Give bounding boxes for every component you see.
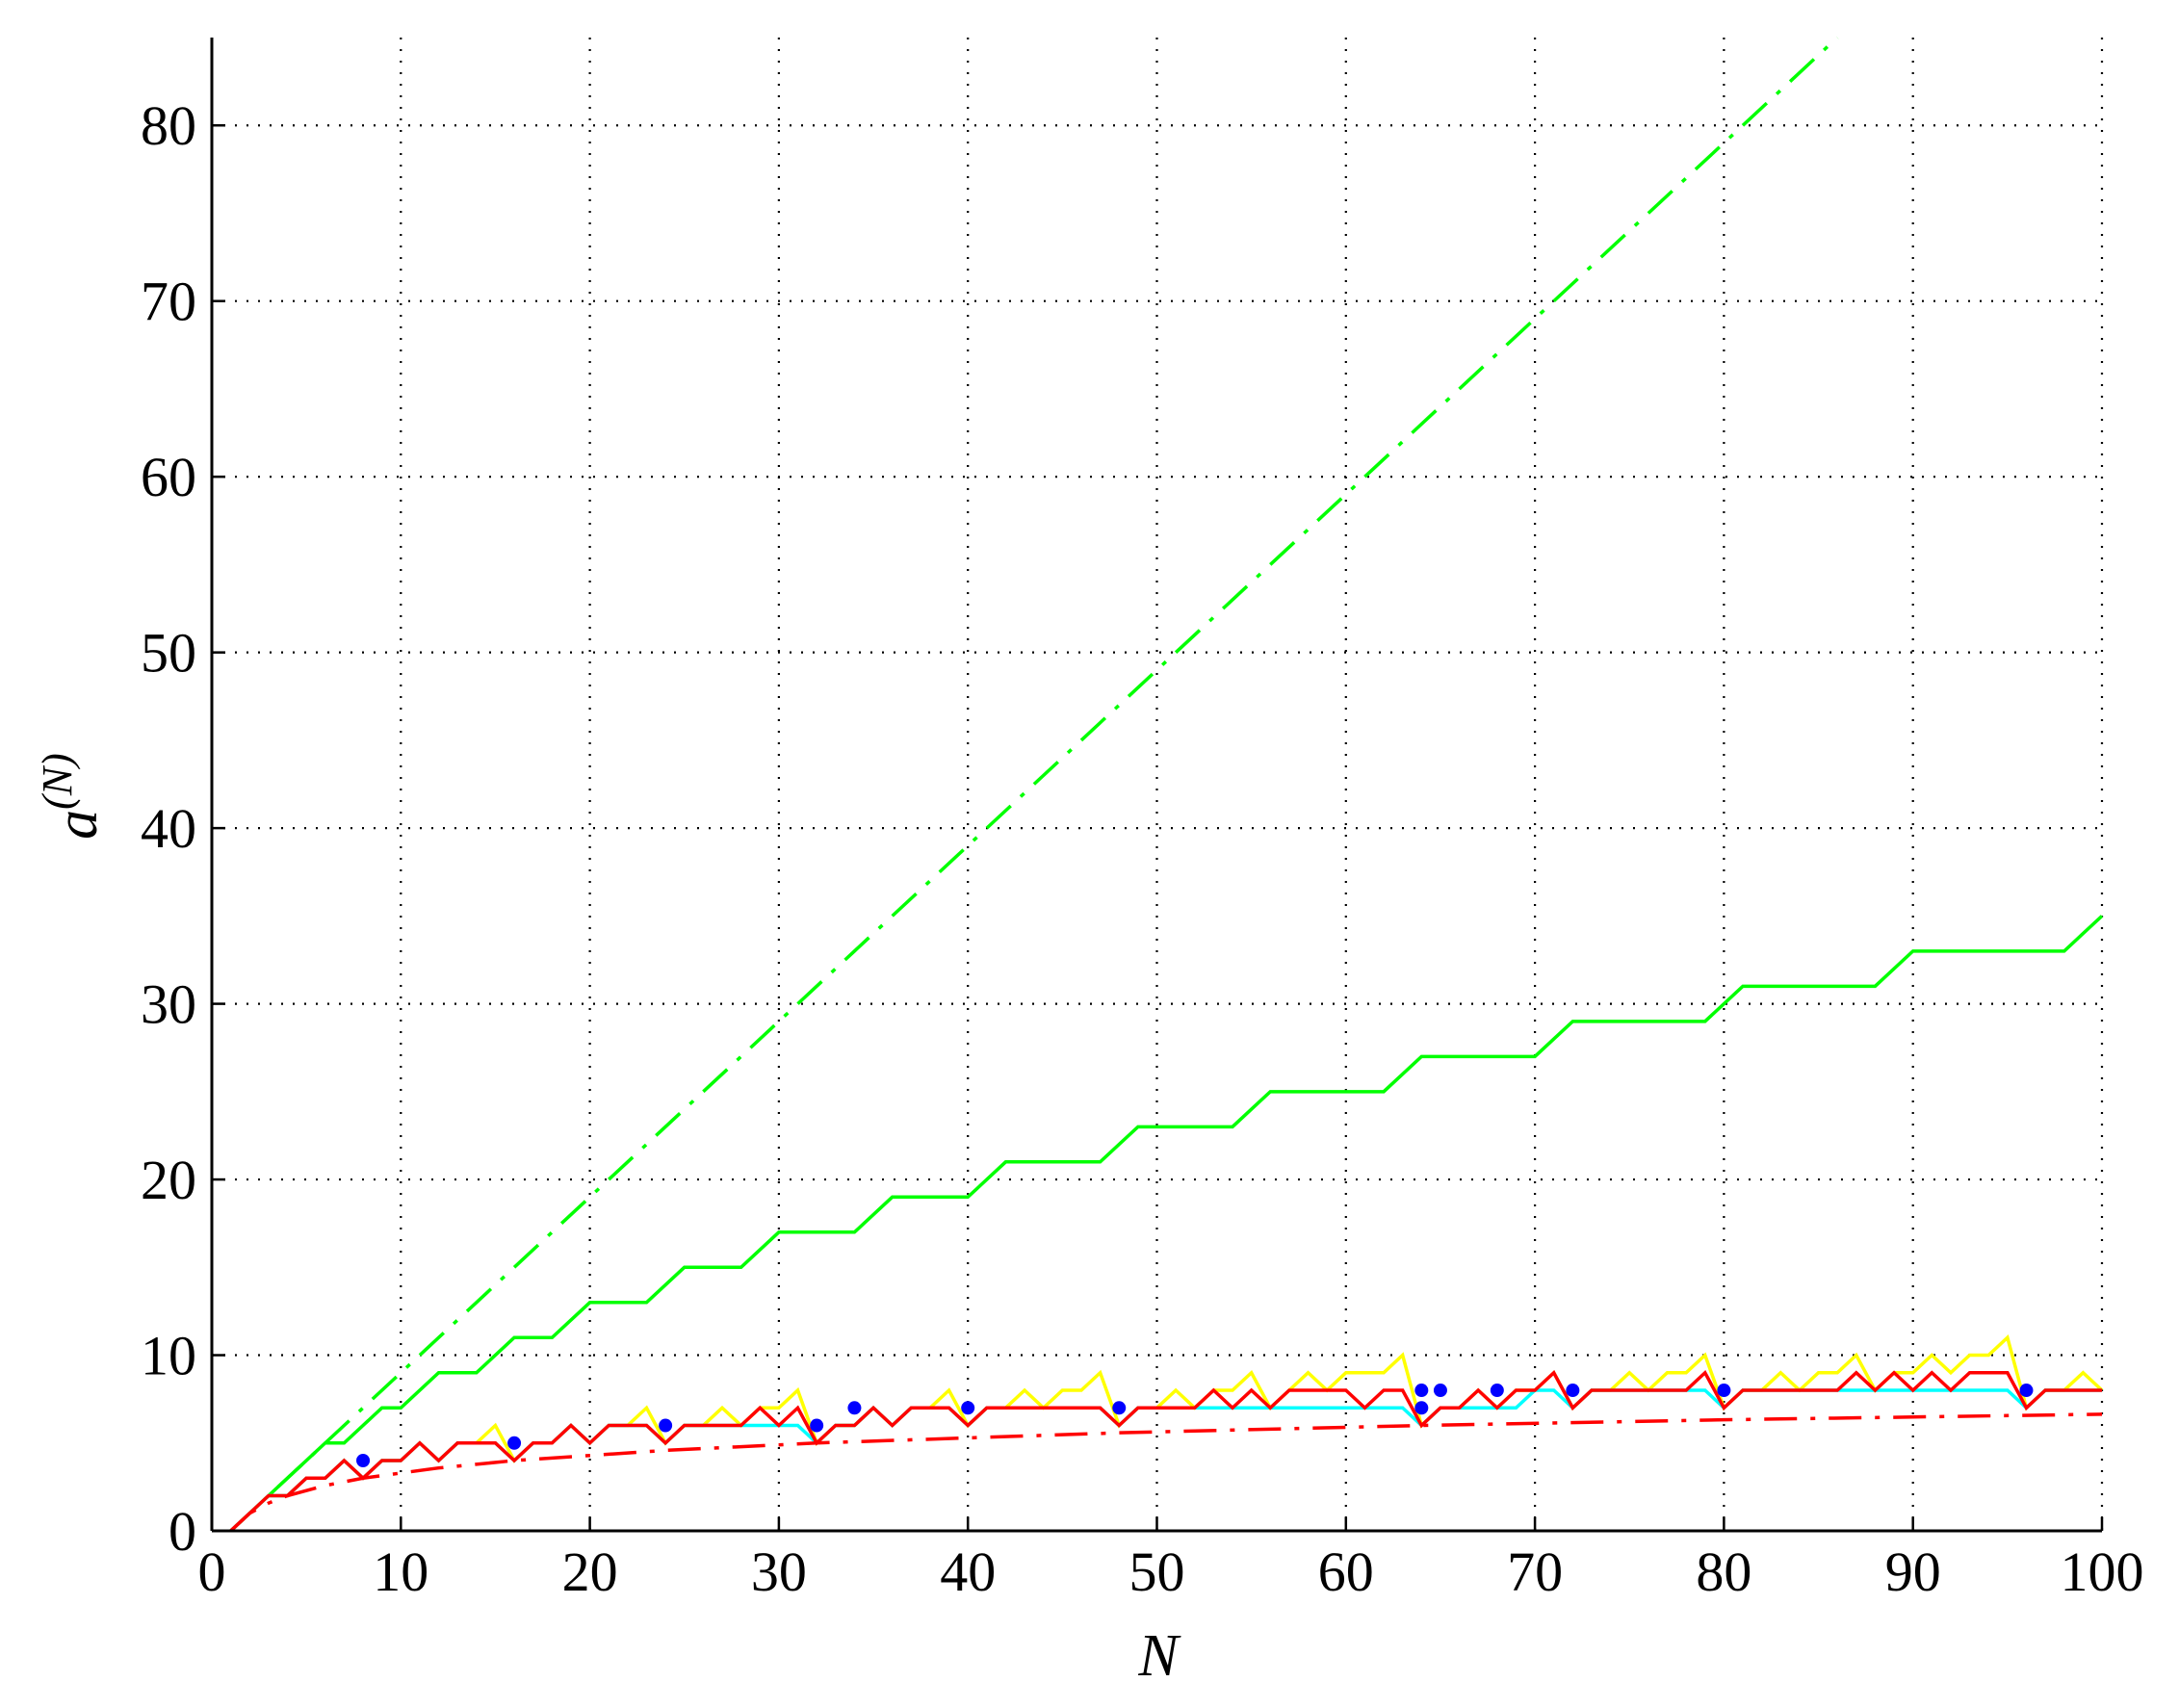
- data-point: [1112, 1401, 1127, 1415]
- x-tick-label: 40: [940, 1540, 996, 1603]
- x-tick-label: 10: [373, 1540, 428, 1603]
- x-tick-label: 50: [1129, 1540, 1185, 1603]
- data-point: [847, 1401, 862, 1415]
- x-tick-label: 90: [1885, 1540, 1941, 1603]
- x-tick-label: 80: [1696, 1540, 1751, 1603]
- x-axis-label: N: [1137, 1623, 1181, 1689]
- y-tick-label: 80: [141, 94, 196, 157]
- y-tick-label: 0: [169, 1500, 196, 1563]
- y-tick-label: 40: [141, 797, 196, 860]
- x-tick-label: 0: [198, 1540, 226, 1603]
- series-line: [229, 1412, 2103, 1533]
- plot-area: [229, 36, 2104, 1533]
- data-point: [961, 1401, 975, 1415]
- y-tick-label: 70: [141, 271, 196, 333]
- series-line: [229, 36, 1839, 1533]
- y-axis-label: a(N): [34, 753, 110, 840]
- data-point: [810, 1418, 824, 1433]
- x-tick-label: 60: [1318, 1540, 1374, 1603]
- data-point: [1717, 1384, 1731, 1398]
- data-point: [1490, 1384, 1504, 1398]
- data-point: [1414, 1384, 1429, 1398]
- y-tick-label: 60: [141, 446, 196, 508]
- axes: 0 10 20 30 40 50 60 70 80 90 100 0 10 20 30 40 50 60 70 80: [141, 38, 2144, 1603]
- series-line: [229, 1369, 2102, 1533]
- data-point: [1433, 1384, 1447, 1398]
- data-point: [2019, 1384, 2034, 1398]
- x-tick-label: 100: [2061, 1540, 2144, 1603]
- y-axis-label-sup: (N): [34, 753, 81, 810]
- x-tick-label: 20: [562, 1540, 618, 1603]
- data-point: [356, 1454, 371, 1468]
- y-tick-label: 30: [141, 973, 196, 1036]
- data-point: [1566, 1384, 1580, 1398]
- y-tick-label: 20: [141, 1149, 196, 1211]
- x-tick-label: 70: [1507, 1540, 1563, 1603]
- y-tick-label: 10: [141, 1325, 196, 1387]
- data-point: [507, 1436, 522, 1450]
- x-tick-label: 30: [751, 1540, 807, 1603]
- y-axis-label-main: a: [44, 810, 110, 840]
- y-tick-label: 50: [141, 622, 196, 685]
- data-point: [659, 1418, 673, 1433]
- series-line: [229, 915, 2104, 1533]
- data-point: [1414, 1401, 1429, 1415]
